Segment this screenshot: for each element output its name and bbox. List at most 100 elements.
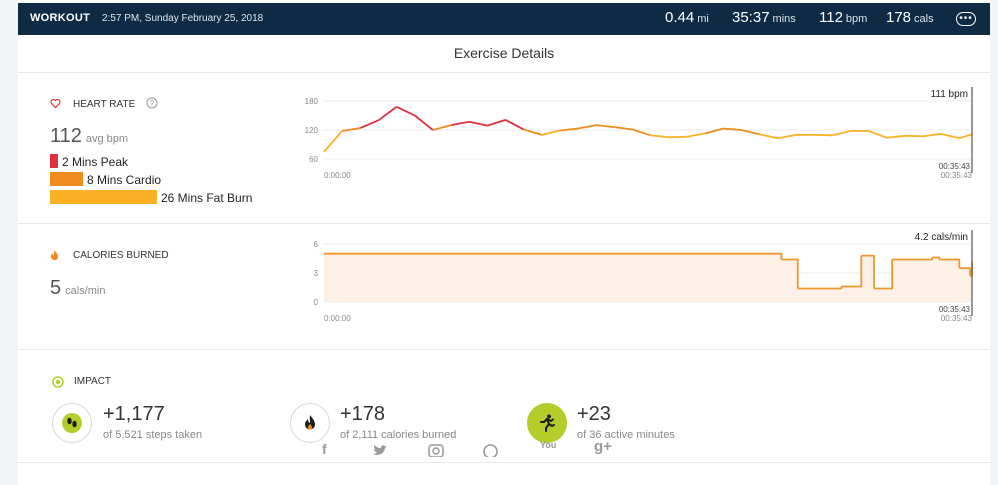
- y-tick-label: 0: [314, 298, 319, 307]
- avg-heart-rate-unit: avg bpm: [85, 133, 129, 145]
- heart-icon: [50, 98, 61, 109]
- series-segment: [832, 130, 851, 137]
- workout-datetime: 2:57 PM, Sunday February 25, 2018: [102, 13, 264, 24]
- heart-rate-label: HEART RATE: [73, 99, 136, 110]
- series-segment: [939, 258, 961, 269]
- cursor-value-label: 4.2 cals/min: [915, 232, 968, 243]
- workout-title: WORKOUT: [30, 12, 91, 24]
- heart-rate-stat: 112 bpm: [819, 9, 867, 26]
- duration-value: 35:37: [732, 9, 770, 26]
- series-segment: [323, 130, 343, 153]
- y-tick-label: 3: [314, 269, 319, 278]
- duration-unit: mins: [772, 13, 796, 25]
- series-segment: [781, 258, 799, 289]
- series-segment: [777, 133, 797, 140]
- fat-burn-zone-label: 26 Mins Fat Burn: [161, 191, 253, 205]
- series-segment: [469, 120, 488, 127]
- series-segment: [559, 127, 579, 132]
- right-gutter: [990, 0, 998, 485]
- google-plus-icon[interactable]: g+: [594, 438, 612, 455]
- peak-zone-label: 2 Mins Peak: [62, 155, 129, 169]
- peak-zone-bar: [50, 154, 58, 168]
- series-segment: [922, 132, 942, 138]
- series-segment: [723, 127, 742, 131]
- series-segment: [892, 257, 933, 261]
- y-tick-label: 180: [305, 97, 319, 106]
- x-start-label: 0:00:00: [324, 171, 351, 180]
- running-person-icon: [537, 413, 557, 433]
- active-minutes-impact-subtext: of 36 active minutes: [577, 429, 675, 441]
- calories-impact-badge: [290, 403, 330, 443]
- series-segment: [841, 255, 863, 288]
- avg-heart-rate-value: 112: [50, 125, 82, 147]
- series-segment: [797, 286, 843, 290]
- svg-text:?: ?: [150, 99, 155, 108]
- active-minutes-impact-badge: [527, 403, 567, 443]
- heart-rate-chart[interactable]: 60 120 180 111 bpm 00:35:43 0:00:00 00:35:43: [288, 87, 980, 192]
- twitter-icon[interactable]: [372, 444, 388, 457]
- steps-impact-value: +1,177: [103, 403, 165, 425]
- calories-value: 178: [886, 9, 912, 26]
- steps-impact-subtext: of 5,521 steps taken: [103, 429, 203, 441]
- series-segment: [432, 124, 452, 131]
- divider: [18, 223, 990, 224]
- series-segment: [377, 106, 398, 122]
- series-segment: [868, 130, 888, 139]
- series-segment: [450, 120, 470, 127]
- calories-impact-value: +178: [340, 403, 386, 425]
- series-segment: [959, 133, 973, 140]
- active-minutes-impact-value: +23: [577, 403, 611, 425]
- calories-stat: 178 cals: [886, 9, 934, 26]
- series-segment: [741, 129, 760, 136]
- x-start-label: 0:00:00: [324, 314, 351, 323]
- y-tick-label: 120: [305, 126, 319, 135]
- x-end-label: 00:35:43: [941, 314, 973, 323]
- series-segment: [861, 254, 875, 289]
- calories-chart[interactable]: 0 3 6 4.2 cals/min 00:35:43 0:00:00 00:35:43: [288, 230, 980, 335]
- y-tick-label: 6: [314, 240, 319, 249]
- instagram-icon[interactable]: [428, 444, 444, 457]
- distance-stat: 0.44 mi: [665, 9, 709, 26]
- y-tick-label: 60: [309, 155, 318, 164]
- distance-value: 0.44: [665, 9, 695, 26]
- facebook-icon[interactable]: f: [322, 441, 327, 457]
- series-segment: [940, 132, 960, 140]
- heart-rate-unit: bpm: [845, 13, 868, 25]
- series-segment: [359, 119, 379, 129]
- series-segment: [759, 133, 778, 140]
- distance-unit: mi: [697, 13, 709, 25]
- series-segment: [873, 259, 894, 290]
- calories-per-min: 5 cals/min: [50, 277, 105, 300]
- calories-per-min-value: 5: [50, 277, 62, 299]
- steps-impact-badge: [52, 403, 92, 443]
- pinterest-icon[interactable]: [483, 444, 498, 457]
- series-segment: [686, 132, 706, 138]
- left-gutter: [0, 0, 18, 485]
- series-segment: [541, 129, 561, 136]
- x-end-label: 00:35:43: [941, 171, 973, 180]
- footsteps-icon: [62, 413, 82, 433]
- series-segment: [505, 119, 525, 131]
- cardio-zone-bar: [50, 172, 83, 186]
- series-segment: [577, 124, 597, 130]
- series-segment: [959, 267, 972, 276]
- calories-burned-label: CALORIES BURNED: [73, 250, 169, 261]
- more-options-button[interactable]: •••: [956, 12, 976, 26]
- cursor-value-label: 111 bpm: [931, 89, 968, 100]
- series-segment: [886, 134, 905, 139]
- series-segment: [763, 252, 783, 260]
- help-icon[interactable]: ?: [146, 97, 158, 109]
- exercise-details-panel: Exercise Details HEART RATE ? 112 avg bpm…: [18, 35, 990, 485]
- ellipsis-icon: •••: [959, 13, 973, 24]
- calories-unit: cals: [914, 13, 934, 25]
- series-segment: [342, 127, 361, 132]
- calories-impact-subtext: of 2,111 calories burned: [340, 429, 457, 441]
- series-segment: [414, 114, 434, 131]
- page-title: Exercise Details: [453, 45, 555, 61]
- series-segment: [487, 118, 506, 127]
- cursor-time-label: 00:35:43: [939, 305, 971, 314]
- youtube-icon[interactable]: You: [540, 440, 557, 450]
- impact-label: IMPACT: [74, 376, 112, 387]
- series-segment: [596, 124, 615, 128]
- area-fill: [324, 253, 972, 302]
